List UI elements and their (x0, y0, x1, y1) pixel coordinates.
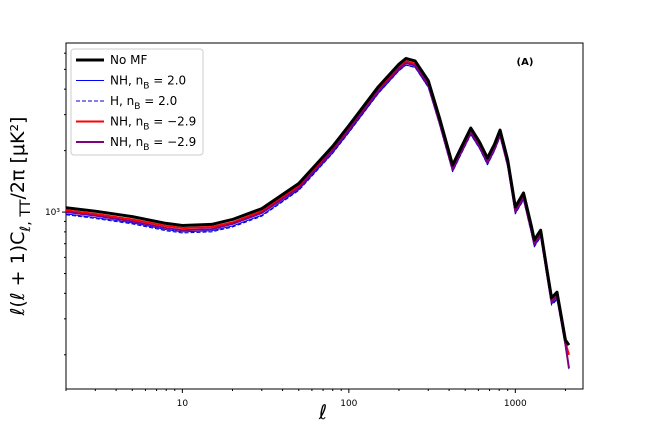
y-tick-label: 10³ (45, 208, 60, 218)
x-tick-label: 100 (340, 399, 357, 409)
x-tick-label: 10 (177, 399, 189, 409)
legend-box (70, 48, 204, 156)
legend-label: NH, nB = −2.9 (110, 114, 196, 132)
annotation: (A) (517, 57, 534, 68)
legend-label: No MF (110, 53, 147, 67)
legend-label: NH, nB = −2.9 (110, 135, 196, 153)
plot-frame (65, 42, 584, 390)
y-axis-label: ℓ(ℓ + 1)Cℓ, TT/2π [μK²] (7, 117, 35, 317)
x-axis-label: ℓ (318, 400, 327, 424)
x-tick-label: 1000 (504, 399, 527, 409)
series-line (65, 57, 571, 347)
legend-label: NH, nB = 2.0 (110, 73, 186, 91)
legend-label: H, nB = 2.0 (110, 94, 177, 112)
